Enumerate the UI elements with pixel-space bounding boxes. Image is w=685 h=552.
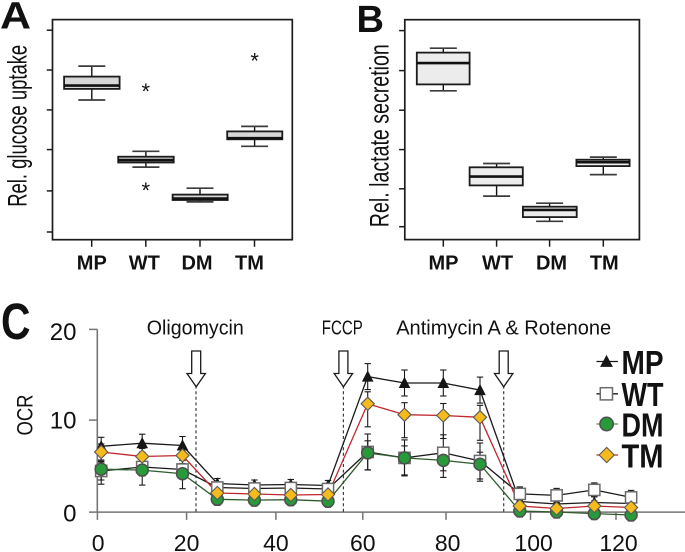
- svg-text:TM: TM: [235, 253, 264, 275]
- svg-text:WT: WT: [129, 253, 160, 275]
- svg-text:20: 20: [50, 319, 77, 346]
- svg-text:DM: DM: [536, 253, 567, 275]
- svg-text:Antimycin A & Rotenone: Antimycin A & Rotenone: [396, 318, 611, 340]
- svg-text:DM: DM: [181, 253, 212, 275]
- svg-text:MP: MP: [429, 253, 459, 275]
- svg-text:0: 0: [92, 530, 105, 552]
- svg-text:60: 60: [350, 530, 376, 552]
- svg-text:10: 10: [50, 408, 77, 435]
- svg-text:MP: MP: [77, 253, 107, 275]
- svg-text:100: 100: [514, 530, 552, 552]
- svg-text:FCCP: FCCP: [322, 318, 363, 340]
- svg-text:40: 40: [263, 530, 289, 552]
- svg-text:80: 80: [435, 530, 461, 552]
- svg-text:DM: DM: [622, 406, 664, 443]
- svg-text:Oligomycin: Oligomycin: [147, 318, 244, 340]
- svg-text:MP: MP: [622, 344, 664, 381]
- svg-text:0: 0: [63, 500, 76, 527]
- svg-text:Rel. glucose uptake: Rel. glucose uptake: [3, 45, 33, 207]
- svg-text:20: 20: [174, 530, 200, 552]
- svg-text:A: A: [0, 0, 31, 37]
- svg-text:C: C: [1, 293, 30, 350]
- svg-text:B: B: [357, 0, 384, 41]
- svg-text:WT: WT: [622, 376, 664, 413]
- svg-text:120: 120: [599, 530, 637, 552]
- svg-text:*: *: [142, 79, 151, 104]
- svg-text:TM: TM: [622, 437, 664, 474]
- svg-text:WT: WT: [482, 253, 513, 275]
- svg-text:OCR: OCR: [13, 395, 38, 436]
- svg-text:TM: TM: [590, 253, 619, 275]
- svg-text:*: *: [250, 49, 259, 74]
- svg-text:*: *: [142, 178, 151, 203]
- svg-text:Rel. lactate secretion: Rel. lactate secretion: [365, 44, 395, 227]
